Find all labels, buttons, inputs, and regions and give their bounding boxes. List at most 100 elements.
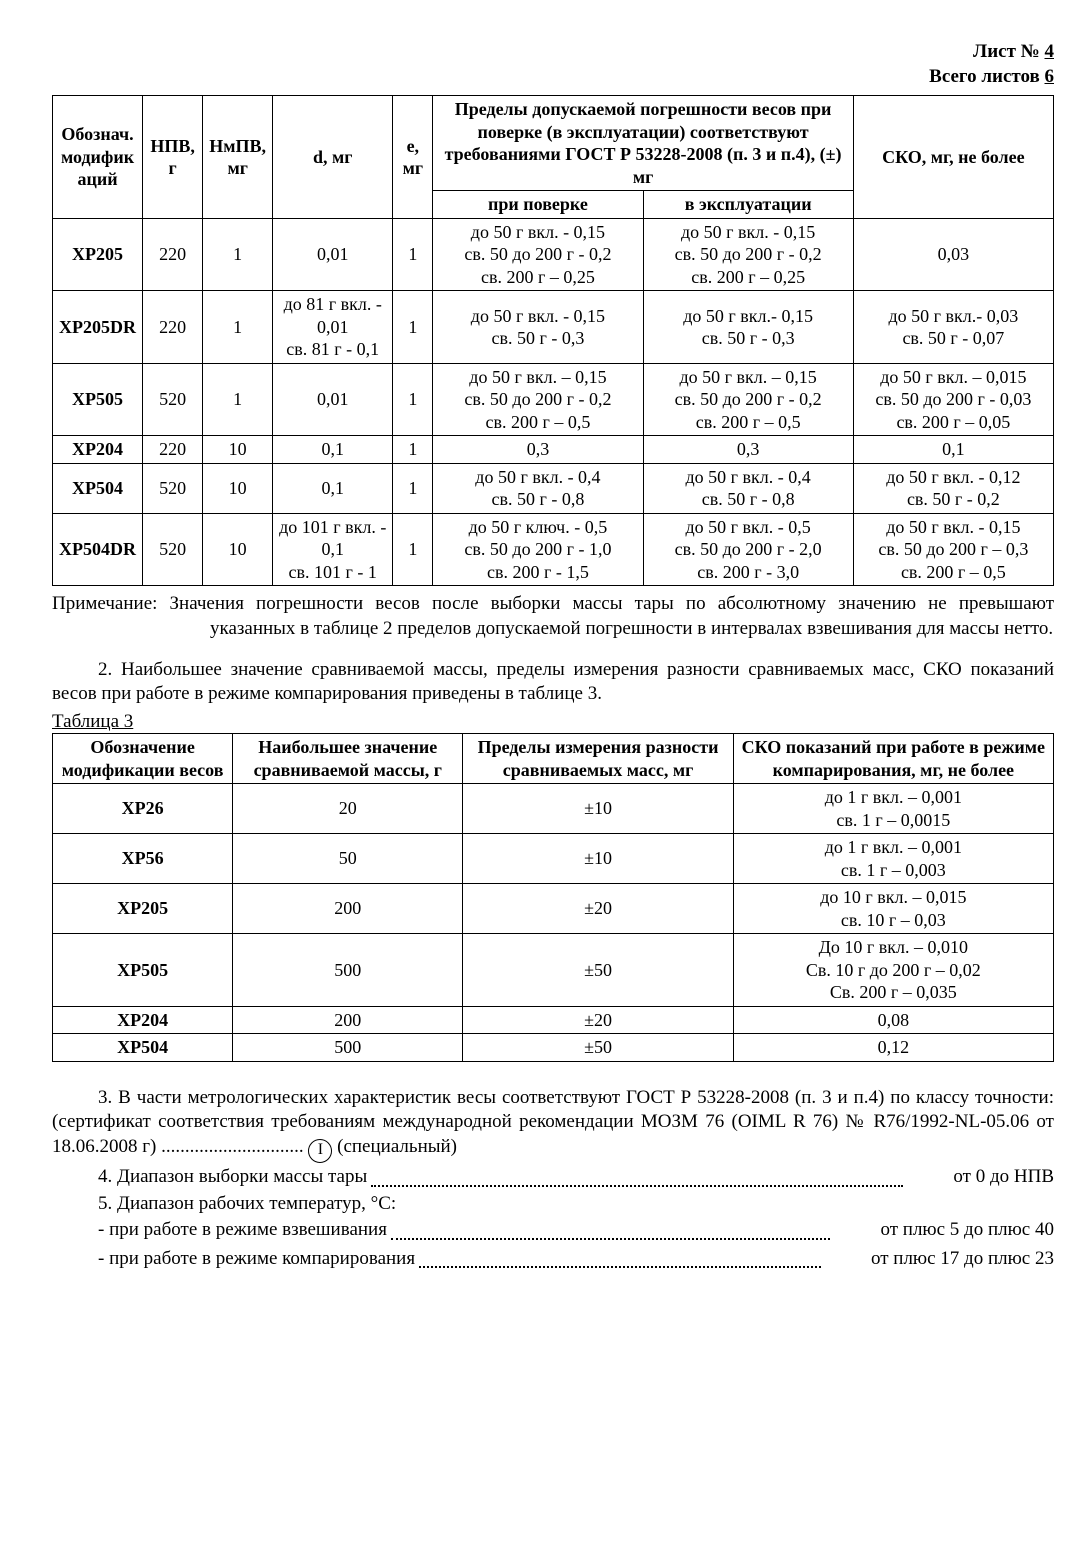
total-sheets-value: 6 [1045, 66, 1055, 87]
p5b-right: от плюс 17 до плюс 23 [825, 1245, 1054, 1274]
t1-npv: 220 [143, 436, 203, 464]
t1-exp: до 50 г вкл. - 0,4св. 50 г - 0,8 [643, 463, 853, 513]
t3-sko: 0,12 [733, 1034, 1053, 1062]
t1-h-model: Обознач. модифик аций [53, 96, 143, 219]
t1-npv: 520 [143, 463, 203, 513]
p5a-left: - при работе в режиме взвешивания [52, 1216, 387, 1245]
section-3: 3. В части метрологических характеристик… [52, 1086, 1054, 1274]
t1-h-d: d, мг [273, 96, 393, 219]
table3-caption: Таблица 3 [52, 711, 1054, 733]
t3-max: 500 [233, 1034, 463, 1062]
t1-model: XP205 [53, 218, 143, 291]
t1-sko: до 50 г вкл.- 0,03св. 50 г - 0,07 [853, 291, 1053, 364]
dots [371, 1163, 903, 1187]
t1-exp: до 50 г вкл. – 0,15св. 50 до 200 г - 0,2… [643, 363, 853, 436]
t1-model: XP504 [53, 463, 143, 513]
t1-d: 0,1 [273, 436, 393, 464]
table-1: Обознач. модифик аций НПВ, г НмПВ, мг d,… [52, 95, 1054, 586]
table-row: XP205DR2201до 81 г вкл. - 0,01св. 81 г -… [53, 291, 1054, 364]
t3-model: XP26 [53, 784, 233, 834]
t1-h-exp: в эксплуатации [643, 191, 853, 219]
p5a-right: от плюс 5 до плюс 40 [834, 1216, 1054, 1245]
table-row: XP504DR52010до 101 г вкл. - 0,1св. 101 г… [53, 513, 1054, 586]
t1-exp: до 50 г вкл. - 0,15св. 50 до 200 г - 0,2… [643, 218, 853, 291]
t3-lim: ±50 [463, 1034, 733, 1062]
t1-npv: 220 [143, 291, 203, 364]
t3-model: XP204 [53, 1006, 233, 1034]
dots [419, 1245, 821, 1269]
table-row: XP50552010,011до 50 г вкл. – 0,15св. 50 … [53, 363, 1054, 436]
t3-sko: До 10 г вкл. – 0,010Св. 10 г до 200 г – … [733, 934, 1053, 1007]
page-header: Лист № 4 Всего листов 6 [52, 40, 1054, 89]
p4-left: 4. Диапазон выборки массы тары [52, 1163, 367, 1192]
para-2: 2. Наибольшее значение сравниваемой масс… [52, 658, 1054, 707]
note-1: Примечание: Значения погрешности весов п… [52, 592, 1054, 641]
class-icon: I [308, 1139, 332, 1163]
t1-pov: до 50 г ключ. - 0,5св. 50 до 200 г - 1,0… [433, 513, 643, 586]
t3-max: 200 [233, 1006, 463, 1034]
t1-model: XP505 [53, 363, 143, 436]
t1-exp: до 50 г вкл. - 0,5св. 50 до 200 г - 2,0с… [643, 513, 853, 586]
table-3: Обозначение модификации весов Наибольшее… [52, 733, 1054, 1062]
t1-nmpv: 10 [203, 463, 273, 513]
t3-lim: ±50 [463, 934, 733, 1007]
t3-model: XP505 [53, 934, 233, 1007]
dots [391, 1216, 831, 1240]
table-row: XP504520100,11до 50 г вкл. - 0,4св. 50 г… [53, 463, 1054, 513]
t1-nmpv: 10 [203, 513, 273, 586]
t1-e: 1 [393, 436, 433, 464]
t1-e: 1 [393, 363, 433, 436]
t1-e: 1 [393, 463, 433, 513]
t3-lim: ±20 [463, 884, 733, 934]
t1-e: 1 [393, 513, 433, 586]
t1-npv: 220 [143, 218, 203, 291]
t1-nmpv: 1 [203, 291, 273, 364]
t3-h-max: Наибольшее значение сравниваемой массы, … [233, 734, 463, 784]
p5: 5. Диапазон рабочих температур, °С: [52, 1192, 1054, 1217]
t1-exp: до 50 г вкл.- 0,15св. 50 г - 0,3 [643, 291, 853, 364]
t1-d: 0,01 [273, 218, 393, 291]
t1-pov: до 50 г вкл. - 0,15св. 50 до 200 г - 0,2… [433, 218, 643, 291]
t1-h-npv: НПВ, г [143, 96, 203, 219]
t1-h-limits: Пределы допускаемой погрешности весов пр… [433, 96, 853, 191]
t1-sko: до 50 г вкл. - 0,15св. 50 до 200 г – 0,3… [853, 513, 1053, 586]
table-row: XP204220100,110,30,30,1 [53, 436, 1054, 464]
t1-e: 1 [393, 291, 433, 364]
table-row: XP5650±10до 1 г вкл. – 0,001св. 1 г – 0,… [53, 834, 1054, 884]
t1-sko: 0,03 [853, 218, 1053, 291]
t1-d: до 81 г вкл. - 0,01св. 81 г - 0,1 [273, 291, 393, 364]
table-row: XP20522010,011до 50 г вкл. - 0,15св. 50 … [53, 218, 1054, 291]
sheet-no-value: 4 [1045, 41, 1055, 62]
t3-model: XP504 [53, 1034, 233, 1062]
t1-h-poverka: при поверке [433, 191, 643, 219]
t1-sko: 0,1 [853, 436, 1053, 464]
t1-exp: 0,3 [643, 436, 853, 464]
t3-lim: ±10 [463, 784, 733, 834]
t1-e: 1 [393, 218, 433, 291]
t3-max: 500 [233, 934, 463, 1007]
t1-d: до 101 г вкл. - 0,1св. 101 г - 1 [273, 513, 393, 586]
t1-nmpv: 1 [203, 218, 273, 291]
t3-sko: до 1 г вкл. – 0,001св. 1 г – 0,0015 [733, 784, 1053, 834]
t3-h-lim: Пределы измерения разности сравниваемых … [463, 734, 733, 784]
t1-pov: до 50 г вкл. - 0,15св. 50 г - 0,3 [433, 291, 643, 364]
table-row: XP204200±200,08 [53, 1006, 1054, 1034]
sheet-no-label: Лист № [973, 41, 1040, 62]
t1-nmpv: 10 [203, 436, 273, 464]
t1-sko: до 50 г вкл. – 0,015св. 50 до 200 г - 0,… [853, 363, 1053, 436]
t1-model: XP205DR [53, 291, 143, 364]
t1-model: XP504DR [53, 513, 143, 586]
t3-lim: ±10 [463, 834, 733, 884]
t1-sko: до 50 г вкл. - 0,12св. 50 г - 0,2 [853, 463, 1053, 513]
t1-pov: 0,3 [433, 436, 643, 464]
t1-model: XP204 [53, 436, 143, 464]
t1-h-e: e, мг [393, 96, 433, 219]
t3-h-sko: СКО показаний при работе в режиме компар… [733, 734, 1053, 784]
t1-h-nmpv: НмПВ, мг [203, 96, 273, 219]
t3-model: XP205 [53, 884, 233, 934]
t1-npv: 520 [143, 513, 203, 586]
table-row: XP505500±50До 10 г вкл. – 0,010Св. 10 г … [53, 934, 1054, 1007]
t1-d: 0,01 [273, 363, 393, 436]
t1-npv: 520 [143, 363, 203, 436]
t1-h-sko: СКО, мг, не более [853, 96, 1053, 219]
